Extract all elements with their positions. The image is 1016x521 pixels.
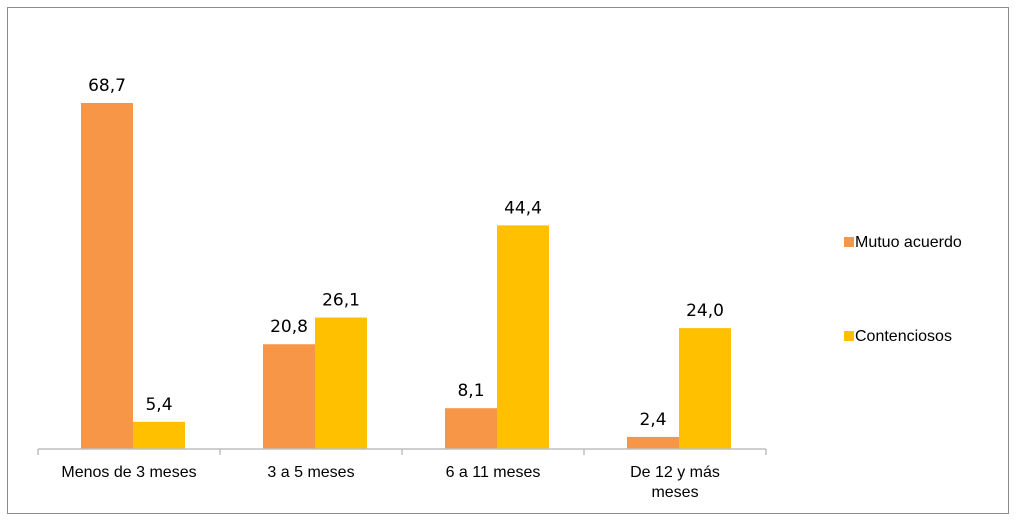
data-label-contenciosos-1: 26,1	[322, 291, 360, 311]
x-axis-ticks	[37, 449, 767, 455]
data-label-mutuo-acuerdo-1: 20,8	[270, 317, 308, 337]
legend-swatch-mutuo-acuerdo	[844, 237, 854, 247]
x-tick-label-0: Menos de 3 meses	[61, 464, 196, 481]
data-label-contenciosos-2: 44,4	[504, 198, 542, 218]
data-label-mutuo-acuerdo-2: 8,1	[457, 381, 484, 401]
legend-swatch-contenciosos	[844, 331, 854, 341]
bar-contenciosos-0	[133, 421, 185, 449]
value-labels-layer: 68,7 5,4 20,8 26,1 8,1 44,4 2,4 24,0	[88, 76, 724, 430]
data-label-contenciosos-0: 5,4	[145, 395, 172, 415]
legend-label-mutuo-acuerdo: Mutuo acuerdo	[855, 234, 962, 251]
x-tick-label-1: 3 a 5 meses	[267, 464, 354, 481]
category-labels-layer: Menos de 3 meses 3 a 5 meses 6 a 11 meses D…	[61, 464, 720, 501]
data-label-mutuo-acuerdo-3: 2,4	[639, 410, 666, 430]
data-label-mutuo-acuerdo-0: 68,7	[88, 76, 126, 96]
x-tick-label-3: De 12 y más meses	[630, 464, 720, 501]
bar-contenciosos-3	[679, 328, 731, 449]
bar-mutuo-acuerdo-0	[81, 103, 133, 449]
bar-contenciosos-1	[315, 317, 367, 449]
bar-mutuo-acuerdo-3	[627, 436, 679, 449]
bar-contenciosos-2	[497, 225, 549, 449]
x-tick-label-2: 6 a 11 meses	[446, 464, 541, 481]
bars-layer	[81, 103, 731, 449]
bar-mutuo-acuerdo-2	[445, 408, 497, 449]
legend: Mutuo acuerdo Contenciosos	[844, 234, 962, 345]
data-label-contenciosos-3: 24,0	[686, 301, 724, 321]
legend-label-contenciosos: Contenciosos	[855, 328, 952, 345]
bar-mutuo-acuerdo-1	[263, 344, 315, 449]
